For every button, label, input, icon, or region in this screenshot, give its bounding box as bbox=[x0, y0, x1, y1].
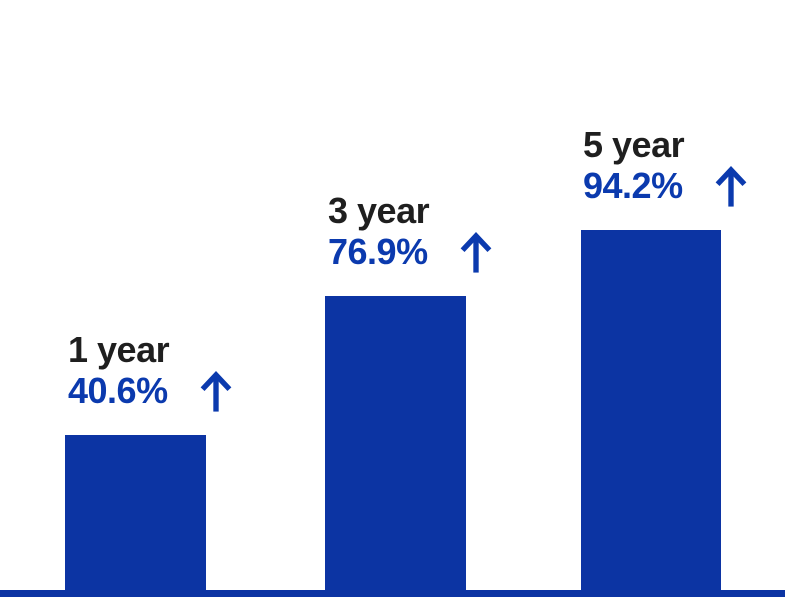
bar-label-block-1-year: 1 year 40.6% bbox=[68, 331, 233, 413]
bar-label-block-3-year: 3 year 76.9% bbox=[328, 192, 493, 274]
up-arrow-icon bbox=[459, 230, 493, 274]
bar-5-year bbox=[581, 230, 721, 597]
category-label-5-year: 5 year bbox=[583, 124, 685, 165]
value-label-1-year: 40.6% bbox=[68, 370, 168, 411]
up-arrow-icon bbox=[199, 369, 233, 413]
bar-1-year bbox=[65, 435, 206, 597]
value-row-1-year: 40.6% bbox=[68, 369, 233, 413]
bar-label-block-5-year: 5 year 94.2% bbox=[583, 126, 748, 208]
value-row-3-year: 76.9% bbox=[328, 230, 493, 274]
value-label-5-year: 94.2% bbox=[583, 165, 683, 206]
value-label-3-year: 76.9% bbox=[328, 231, 428, 272]
bar-3-year bbox=[325, 296, 466, 597]
value-row-5-year: 94.2% bbox=[583, 164, 748, 208]
category-label-3-year: 3 year bbox=[328, 190, 430, 231]
x-axis-line bbox=[0, 590, 785, 597]
category-label-1-year: 1 year bbox=[68, 329, 170, 370]
up-arrow-icon bbox=[714, 164, 748, 208]
